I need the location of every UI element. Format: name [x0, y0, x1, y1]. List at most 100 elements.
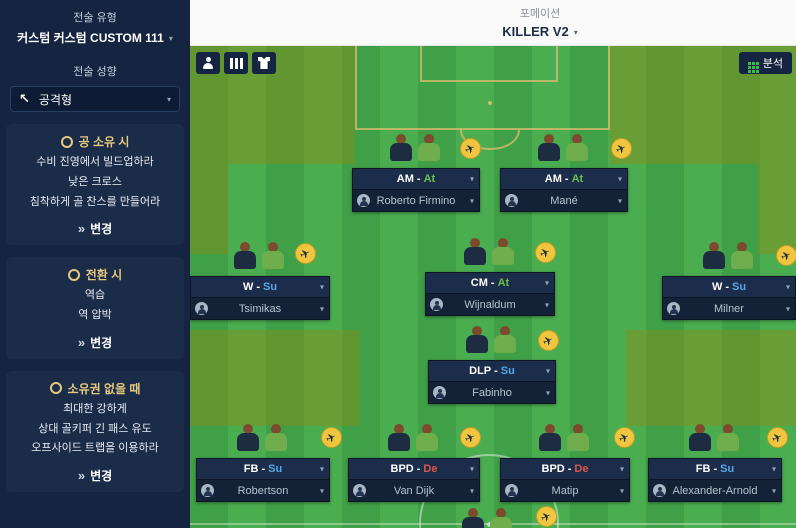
player-figure	[536, 134, 562, 172]
player-token-mane[interactable]	[536, 134, 592, 172]
player-profile-icon	[353, 484, 366, 497]
player-figure	[687, 424, 713, 462]
plane-icon: ✈	[323, 429, 340, 446]
player-token-goalkeeper[interactable]	[460, 508, 516, 528]
pitch-zone	[758, 164, 796, 254]
kit-view-button[interactable]	[252, 52, 276, 74]
chevron-down-icon: ▾	[319, 304, 324, 313]
player-dropdown[interactable]: Wijnaldum ▾	[425, 294, 555, 316]
change-out-of-possession-button[interactable]: » 변경	[10, 467, 180, 484]
tactic-type-label: 전술 유형	[73, 12, 117, 24]
player-token-tsimikas[interactable]	[232, 242, 288, 280]
change-in-transition-button[interactable]: » 변경	[10, 334, 180, 351]
tactic-name: 커스텀 커스텀 CUSTOM 111	[17, 31, 164, 45]
player-token-alexander-arnold[interactable]	[687, 424, 743, 462]
player-dropdown[interactable]: Roberto Firmino ▾	[352, 190, 480, 212]
transition-coin-icon	[67, 268, 80, 281]
player-dropdown[interactable]: Van Dijk ▾	[348, 480, 480, 502]
role-dropdown[interactable]: DLP - Su ▾	[428, 360, 556, 382]
position-card-bpd-right: BPD - De ▾ Matip ▾	[500, 458, 630, 502]
formation-label: 포메이션	[519, 8, 561, 20]
player-dropdown[interactable]: Fabinho ▾	[428, 382, 556, 404]
player-trait-badge: ✈	[767, 427, 788, 448]
player-figure	[715, 424, 741, 462]
player-token-vandijk[interactable]	[386, 424, 442, 462]
role-separator: -	[416, 173, 421, 185]
mentality-label: 전술 성향	[73, 66, 117, 78]
chevron-down-icon: ▾	[573, 28, 578, 38]
player-token-wijnaldum[interactable]	[462, 238, 518, 276]
player-figure	[490, 238, 516, 276]
player-token-matip[interactable]	[537, 424, 593, 462]
player-token-milner[interactable]	[701, 242, 757, 280]
stats-view-button[interactable]	[224, 52, 248, 74]
position-card-fb-right: FB - Su ▾ Alexander-Arnold ▾	[648, 458, 782, 502]
center-spot	[487, 522, 492, 527]
role-dropdown[interactable]: CM - At ▾	[425, 272, 555, 294]
formation-dropdown[interactable]: KILLER V2 ▾	[284, 24, 796, 39]
pitch: 분석 ✈ ✈ ✈ ✈ ✈ ✈ ✈ ✈ ✈ ✈ ✈ AM - At ▾	[190, 46, 796, 528]
position-card-am-left: AM - At ▾ Roberto Firmino ▾	[352, 168, 480, 212]
position-card-w-right: W - Su ▾ Milner ▾	[662, 276, 796, 320]
player-name: Fabinho	[472, 386, 512, 399]
player-dropdown[interactable]: Mané ▾	[500, 190, 628, 212]
chevron-down-icon: ▾	[319, 464, 324, 474]
analysis-button[interactable]: 분석	[738, 52, 792, 74]
player-dropdown[interactable]: Tsimikas ▾	[190, 298, 330, 320]
position-card-am-right: AM - At ▾ Mané ▾	[500, 168, 628, 212]
grid-icon	[747, 61, 751, 65]
role-dropdown[interactable]: W - Su ▾	[662, 276, 796, 298]
chevron-down-icon: ▾	[545, 366, 550, 376]
role-dropdown[interactable]: AM - At ▾	[352, 168, 480, 190]
role-dropdown[interactable]: BPD - De ▾	[500, 458, 630, 480]
duty-text: At	[497, 277, 510, 289]
role-separator: -	[564, 173, 569, 185]
chevron-down-icon: ▾	[168, 34, 173, 44]
position-card-bpd-left: BPD - De ▾ Van Dijk ▾	[348, 458, 480, 502]
duty-text: At	[423, 173, 436, 185]
player-figure	[492, 326, 518, 364]
player-name: Van Dijk	[393, 484, 435, 497]
role-dropdown[interactable]: BPD - De ▾	[348, 458, 480, 480]
instruction-item: 낮은 크로스	[68, 175, 122, 188]
role-dropdown[interactable]: FB - Su ▾	[196, 458, 330, 480]
player-token-fabinho[interactable]	[464, 326, 520, 364]
player-trait-badge: ✈	[295, 243, 316, 264]
player-profile-icon	[201, 484, 214, 497]
section-title: 전환 시	[85, 268, 123, 283]
chevron-down-icon: ▾	[166, 94, 171, 104]
player-figure	[263, 424, 289, 462]
position-card-w-left: W - Su ▾ Tsimikas ▾	[190, 276, 330, 320]
player-dropdown[interactable]: Milner ▾	[662, 298, 796, 320]
player-figure	[388, 134, 414, 172]
player-token-firmino[interactable]	[388, 134, 444, 172]
formation-block: 포메이션 KILLER V2 ▾	[284, 5, 796, 39]
player-view-button[interactable]	[196, 52, 220, 74]
role-dropdown[interactable]: W - Su ▾	[190, 276, 330, 298]
top-bar: 포메이션 KILLER V2 ▾	[190, 0, 796, 46]
mentality-dropdown[interactable]: ↖ 공격형 ▾	[10, 86, 180, 112]
player-name: Matip	[551, 484, 579, 497]
in-possession-panel: 공 소유 시 수비 진영에서 빌드업하라 낮은 크로스 침착하게 골 찬스를 만…	[6, 124, 184, 246]
chevron-down-icon: ▾	[771, 464, 776, 474]
tactic-name-dropdown[interactable]: 커스텀 커스텀 CUSTOM 111 ▾	[0, 29, 190, 46]
player-dropdown[interactable]: Robertson ▾	[196, 480, 330, 502]
player-figure	[565, 424, 591, 462]
player-dropdown[interactable]: Matip ▾	[500, 480, 630, 502]
role-dropdown[interactable]: AM - At ▾	[500, 168, 628, 190]
player-trait-badge: ✈	[614, 427, 635, 448]
chevron-down-icon: ▾	[469, 486, 474, 495]
chevron-down-icon: ▾	[619, 486, 624, 495]
kit-icon	[258, 57, 270, 69]
instruction-item: 역습	[84, 289, 106, 302]
bar-chart-icon	[229, 57, 243, 69]
player-dropdown[interactable]: Alexander-Arnold ▾	[648, 480, 782, 502]
player-token-robertson[interactable]	[235, 424, 291, 462]
plane-icon: ✈	[616, 429, 633, 446]
change-in-possession-button[interactable]: » 변경	[10, 220, 180, 237]
role-dropdown[interactable]: FB - Su ▾	[648, 458, 782, 480]
role-separator: -	[725, 281, 729, 293]
role-text: AM	[396, 173, 414, 185]
player-name: Tsimikas	[238, 302, 282, 315]
player-name: Robertson	[237, 484, 289, 497]
